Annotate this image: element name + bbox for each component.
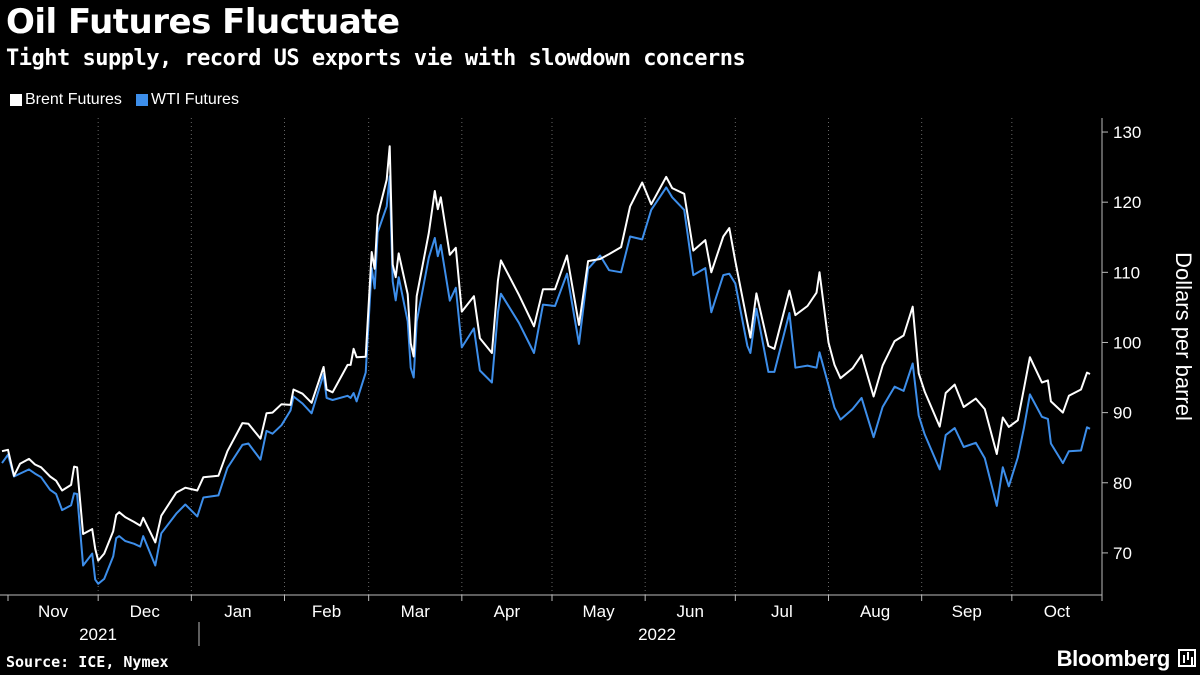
legend-item-brent: Brent Futures (10, 91, 122, 109)
x-tick-label: Feb (312, 602, 341, 621)
year-label: 2021 (79, 625, 117, 644)
x-tick-label: Jun (677, 602, 704, 621)
y-tick-label: 100 (1113, 333, 1141, 352)
legend-label-brent: Brent Futures (25, 91, 122, 108)
chart-title: Oil Futures Fluctuate (6, 2, 400, 42)
series-line-wti (1, 175, 1091, 585)
x-tick-label: Apr (494, 602, 521, 621)
year-label: 2022 (638, 625, 676, 644)
x-tick-label: Jan (224, 602, 251, 621)
chart-subtitle: Tight supply, record US exports vie with… (6, 46, 746, 71)
x-tick-label: Nov (38, 602, 69, 621)
chart-legend: Brent Futures WTI Futures (10, 91, 239, 109)
y-tick-label: 80 (1113, 474, 1132, 493)
x-tick-label: Dec (130, 602, 161, 621)
y-tick-label: 110 (1113, 263, 1140, 282)
y-tick-label: 70 (1113, 544, 1132, 563)
x-tick-label: Mar (401, 602, 431, 621)
bloomberg-chart-icon (1178, 649, 1196, 667)
x-tick-label: Sep (952, 602, 982, 621)
legend-swatch-brent (10, 94, 22, 106)
legend-label-wti: WTI Futures (150, 91, 239, 108)
legend-item-wti: WTI Futures (135, 91, 239, 109)
x-tick-label: Jul (771, 602, 793, 621)
x-tick-label: May (583, 602, 616, 621)
y-tick-label: 120 (1113, 193, 1141, 212)
brand-logo: Bloomberg (1056, 646, 1171, 671)
legend-swatch-wti (135, 94, 148, 106)
x-tick-label: Oct (1044, 602, 1071, 621)
y-tick-label: 90 (1113, 404, 1132, 423)
x-tick-label: Aug (860, 602, 890, 621)
y-axis-title: Dollars per barrel (1171, 252, 1196, 421)
source-note: Source: ICE, Nymex (6, 653, 169, 671)
series-line-brent (1, 145, 1091, 562)
y-tick-label: 130 (1113, 123, 1141, 142)
